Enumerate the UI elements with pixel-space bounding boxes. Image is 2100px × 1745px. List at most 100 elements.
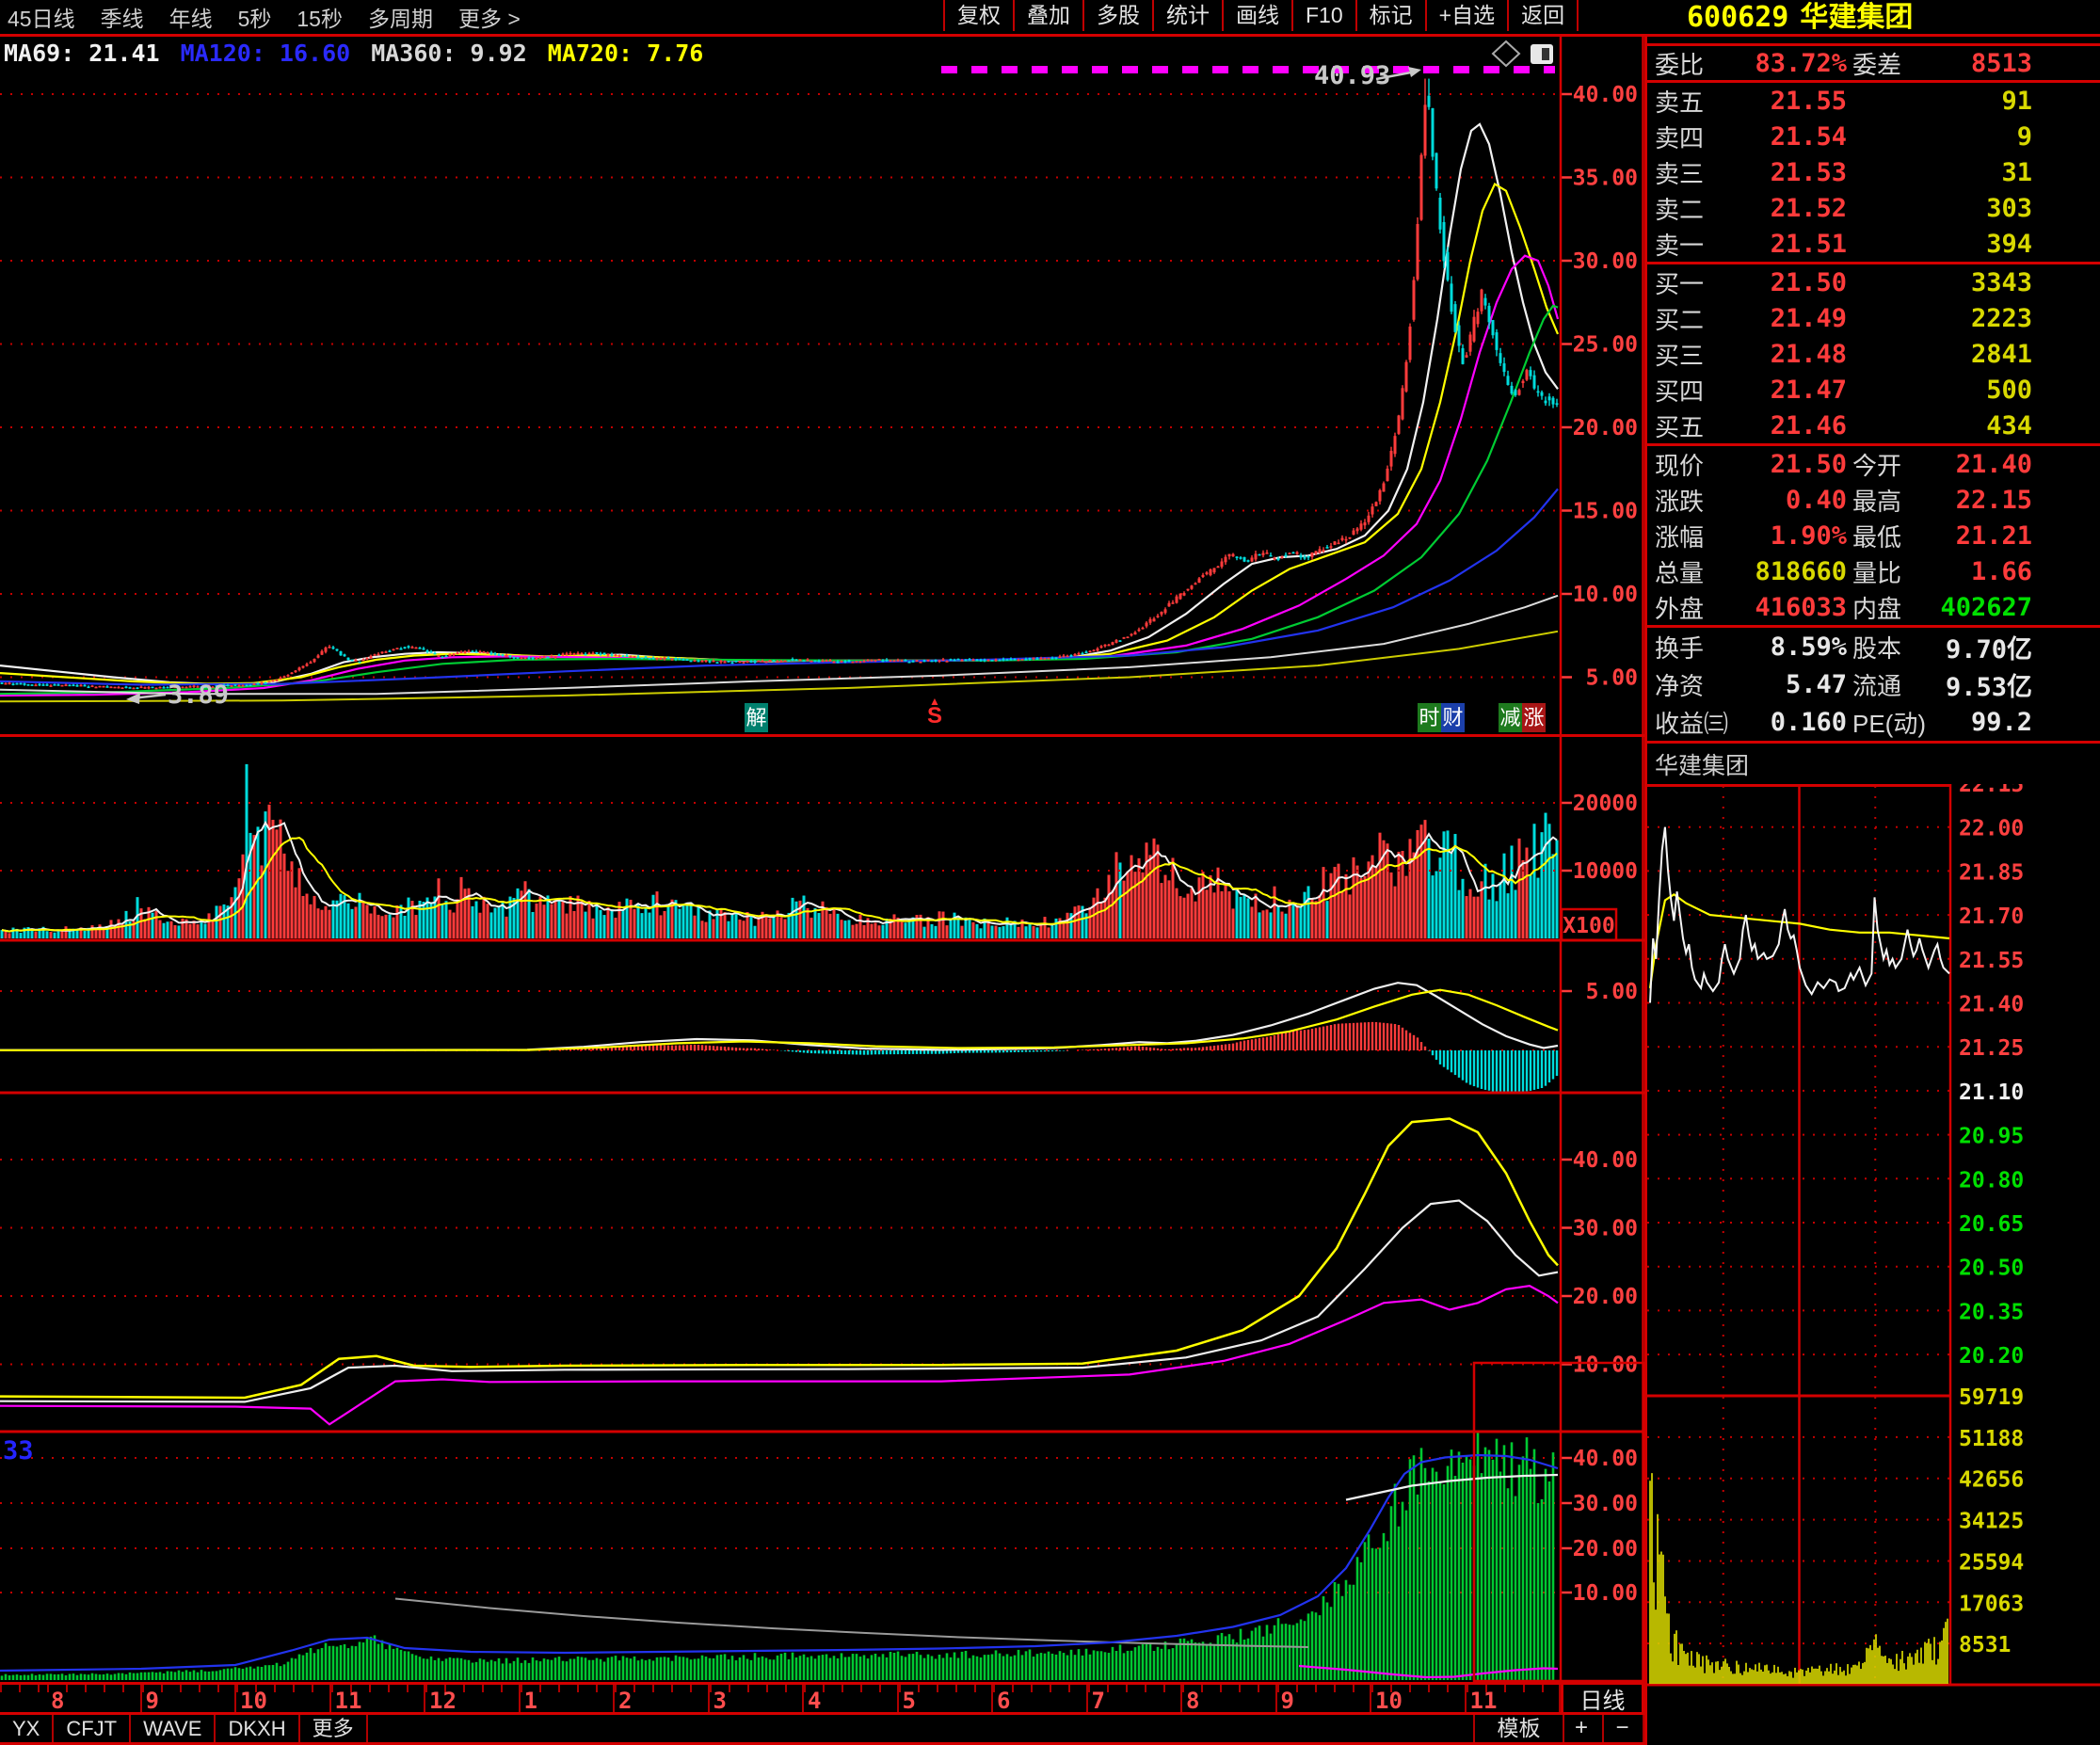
ask-row-3: 卖二 21.52 303 [1647,190,2100,226]
q-label: 总量 [1655,558,1705,587]
ask-label: 卖五 [1655,88,1705,117]
q-label: 换手 [1655,633,1705,663]
axis-label: 21.85 [1959,860,2024,885]
ask-label: 卖二 [1655,195,1705,224]
axis-label: 17063 [1959,1592,2024,1616]
month-label: 8 [51,1688,65,1714]
period-item-5[interactable]: 多周期 [367,7,433,31]
ask-price: 21.55 [1770,86,1847,116]
bottom-tab-4[interactable]: 更多 [300,1715,368,1742]
axis-label: 22.15 [1959,784,2024,797]
bottom-tab-3[interactable]: DKXH [216,1715,300,1742]
axis-label: 21.25 [1959,1036,2024,1061]
toolbar-button-7[interactable]: +自选 [1424,0,1507,31]
toolbar-button-4[interactable]: 画线 [1222,0,1291,31]
ask-qty: 31 [2001,157,2032,187]
intraday-avg-line [1648,892,1950,989]
ask-qty: 303 [1986,193,2032,223]
bid-qty: 500 [1986,375,2032,405]
period-item-4[interactable]: 15秒 [297,7,343,31]
volume-bars [0,763,1559,938]
q-label2: 量比 [1852,558,1902,587]
ind4-white [1345,1473,1559,1501]
period-daily-button[interactable]: 日线 [1561,1682,1644,1715]
volume-ma-yellow [1,837,1558,933]
marker-zhang-badge[interactable]: 涨 [1522,703,1546,732]
ask-row-0: 卖五 21.55 91 [1647,83,2100,119]
indicator3-panel[interactable]: 40.00 30.00 20.00 10.00 [0,1117,1638,1426]
period-item-0[interactable]: 45日线 [8,7,75,31]
marker-jian-badge[interactable]: 减 [1499,703,1522,732]
ask-price: 21.52 [1770,193,1847,223]
period-item-6[interactable]: 更多 > [457,7,521,31]
toolbar-button-8[interactable]: 返回 [1507,0,1579,31]
q-value2: 402627 [1940,592,2032,622]
zoom-in-button[interactable]: + [1561,1715,1604,1742]
axis-label: 40.00 [1573,83,1638,107]
period-item-1[interactable]: 季线 [100,7,144,31]
toolbar-button-5[interactable]: F10 [1291,0,1355,31]
period-item-3[interactable]: 5秒 [237,7,272,31]
bottom-tab-1[interactable]: CFJT [54,1715,132,1742]
ask-row-4: 卖一 21.51 394 [1647,226,2100,262]
month-label: 10 [1375,1688,1403,1714]
macd-panel[interactable]: 5.00 [0,980,1638,1094]
month-cell-12: 8 [1182,1685,1277,1714]
indicator4-panel[interactable]: 40.00 30.00 20.00 10.00 [0,1433,1638,1680]
indicator-selection-frame [1472,1361,1645,1683]
ask-qty: 91 [2001,86,2032,116]
ask-label: 卖一 [1655,231,1705,260]
ask-price: 21.54 [1770,121,1847,152]
ma-yellow-short [0,183,1560,685]
bottom-tab-2[interactable]: WAVE [131,1715,216,1742]
q-value: 5.47 [1785,669,1847,699]
period-item-2[interactable]: 年线 [168,7,213,31]
toolbar-button-6[interactable]: 标记 [1355,0,1425,31]
month-label: 11 [1469,1688,1498,1714]
intraday-price-panel[interactable]: 22.15 22.00 21.85 21.70 21.55 21.40 21.25 21.10… [1647,784,2100,1687]
quote-rows-2: 换手 8.59% 股本 9.70亿 净资 5.47 流通 9.53亿 收益㈢ 0.160 PE(动)… [1647,625,2100,741]
q-label2: 内盘 [1852,594,1902,623]
zoom-out-button[interactable]: − [1602,1715,1644,1742]
month-cell-13: 9 [1276,1685,1371,1714]
marker-jie-badge[interactable]: 解 [745,703,768,732]
bid-price: 21.47 [1770,375,1847,405]
toolbar-button-1[interactable]: 叠加 [1013,0,1082,31]
bid-price: 21.49 [1770,303,1847,333]
marker-s-badge[interactable]: ▲ S [923,696,946,728]
diamond-icon[interactable] [1491,40,1521,68]
intraday-chart[interactable]: 22.15 22.00 21.85 21.70 21.55 21.40 21.25 21.10… [1647,784,2100,1745]
ma-labels: MA69: 21.41 MA120: 16.60 MA360: 9.92 MA720:… [4,40,703,67]
bid-label: 买三 [1655,341,1705,370]
toolbar-button-3[interactable]: 统计 [1152,0,1222,31]
ask-qty: 394 [1986,229,2032,259]
volume-panel[interactable]: 20000 10000 X100 [0,792,1638,942]
q-value2: 21.40 [1955,449,2032,479]
bid-rows: 买一 21.50 3343 买二 21.49 2223 买三 21.48 2841 买四 21.47… [1647,262,2100,443]
low-annotation: 3.89 [168,680,230,710]
month-cell-4: 12 [425,1685,521,1714]
axis-label: 42656 [1959,1468,2024,1493]
month-label: 9 [1280,1688,1294,1714]
ask-rows: 卖五 21.55 91 卖四 21.54 9 卖三 21.53 31 卖二 21.52 303 卖一 21… [1647,83,2100,262]
axis-label: 20.65 [1959,1212,2024,1237]
bid-price: 21.50 [1770,267,1847,297]
q-label: 外盘 [1655,594,1705,623]
template-button[interactable]: 模板 [1473,1715,1564,1742]
toolbar-button-0[interactable]: 复权 [943,0,1013,31]
marker-cai-badge[interactable]: 财 [1441,703,1465,732]
month-cell-9: 5 [898,1685,993,1714]
q-label: 收益㈢ [1655,709,1729,738]
quote-panel: 委比 83.72% 委差 8513 卖五 21.55 91 卖四 21.54 9 卖三 21.… [1644,0,2100,1745]
quote-row-0: 现价 21.50 今开 21.40 [1647,446,2100,482]
ask-qty: 9 [2016,121,2032,152]
marker-shi-badge[interactable]: 时 [1418,703,1441,732]
peak-annotation: 40.93 [1314,61,1391,90]
q-value2: 99.2 [1970,707,2032,737]
bottom-tab-0[interactable]: YX [0,1715,55,1742]
month-cell-5: 1 [520,1685,615,1714]
main-kline-panel[interactable]: 40.00 35.00 30.00 25.00 20.00 15.00 10.00 5.00 [0,40,1638,704]
bid-qty: 434 [1986,410,2032,440]
toolbar-button-2[interactable]: 多股 [1082,0,1152,31]
